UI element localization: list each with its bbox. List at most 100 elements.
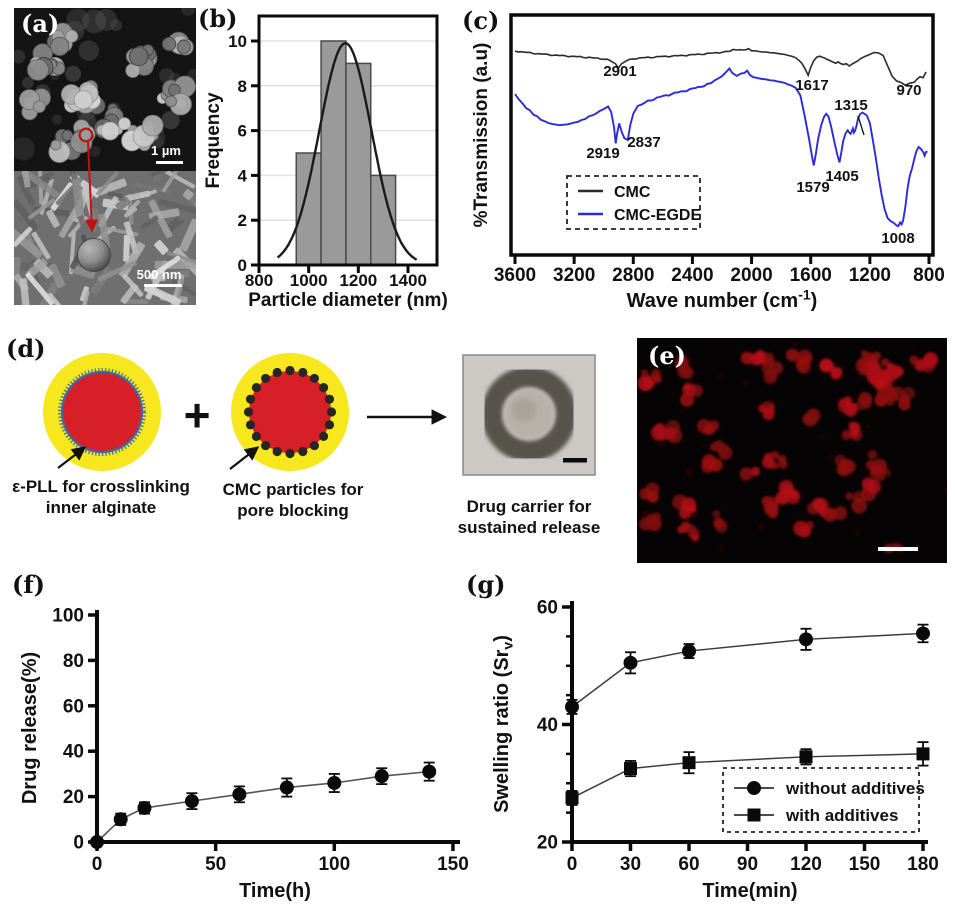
- svg-text:10: 10: [228, 32, 247, 51]
- svg-text:Particle diameter (nm): Particle diameter (nm): [248, 290, 448, 311]
- svg-text:Swelling ratio (Srv): Swelling ratio (Srv): [491, 635, 515, 813]
- highlight-circle: [78, 127, 94, 143]
- panel-d-schematic: (d) + ε-PLL for crosslinking inner algin…: [0, 330, 640, 570]
- svg-text:1600: 1600: [790, 265, 832, 286]
- legend: CMC CMC-EGDE: [566, 175, 701, 230]
- svg-text:60: 60: [63, 696, 84, 717]
- panel-a-label: (a): [21, 9, 60, 38]
- swelling-ratio-chart: 20 40 60 0 30 60 90 120 150 180 Time(min) Swelling …: [491, 598, 939, 903]
- annotation-epll-line1: ε-PLL for crosslinking: [12, 477, 190, 496]
- sem-image-bottom: [14, 171, 196, 305]
- svg-text:20: 20: [537, 833, 558, 854]
- annotation-cmc-line1: CMC particles for: [222, 480, 364, 499]
- svg-text:120: 120: [790, 854, 822, 875]
- svg-text:40: 40: [537, 715, 558, 736]
- svg-text:970: 970: [896, 82, 921, 99]
- fluorescence-particles: [637, 338, 947, 563]
- svg-text:0: 0: [567, 854, 578, 875]
- svg-text:20: 20: [63, 787, 84, 808]
- svg-text:50: 50: [205, 854, 226, 875]
- fluorescent-particles: [637, 341, 947, 554]
- axes: 3600 3200 2800 2400 2000 1600 1200 800 Wave numb…: [471, 13, 945, 312]
- svg-text:without additives: without additives: [785, 779, 925, 798]
- zoom-pointer-arrow: [85, 141, 99, 233]
- svg-text:2000: 2000: [730, 265, 772, 286]
- annotation-cmc: CMC particles for pore blocking: [193, 479, 393, 521]
- panel-b-label: (b): [198, 4, 238, 33]
- histogram-bars: [295, 40, 397, 266]
- svg-text:2400: 2400: [671, 265, 713, 286]
- svg-text:800: 800: [245, 271, 273, 290]
- svg-text:4: 4: [238, 166, 248, 185]
- svg-text:40: 40: [63, 742, 84, 763]
- panel-e-fluorescence-image: (e): [637, 338, 947, 563]
- annotation-epll-line2: inner alginate: [45, 498, 157, 517]
- svg-text:0: 0: [73, 833, 84, 854]
- drug-release-series: [90, 761, 437, 849]
- svg-text:%Transmission (a.u): %Transmission (a.u): [471, 43, 492, 228]
- svg-text:800: 800: [913, 265, 945, 286]
- legend: without additives with additives: [722, 767, 925, 833]
- svg-text:1315: 1315: [834, 97, 867, 114]
- plus-sign: +: [184, 389, 211, 441]
- svg-text:2901: 2901: [603, 63, 636, 80]
- svg-text:with additives: with additives: [785, 806, 898, 825]
- embedded-particle: [77, 238, 111, 272]
- schematic-drawing: +: [43, 353, 596, 476]
- caption-drug-carrier-line1: Drug carrier for: [466, 497, 592, 516]
- scale-bar-fluorescence: [878, 547, 918, 551]
- scale-bar-top-label: 1 µm: [151, 143, 181, 158]
- annotation-cmc-line2: pore blocking: [237, 501, 349, 520]
- svg-text:Time(h): Time(h): [239, 880, 311, 902]
- svg-text:Wave number (cm-1): Wave number (cm-1): [627, 286, 818, 312]
- capsule-epll: [43, 353, 161, 471]
- svg-text:2919: 2919: [586, 145, 619, 162]
- scale-bar-bottom-label: 500 nm: [136, 267, 182, 282]
- sem-image-top: [14, 8, 196, 171]
- svg-text:0: 0: [92, 854, 103, 875]
- swelling-series: [565, 623, 930, 806]
- axes: 20 40 60 0 30 60 90 120 150 180 Time(min) Swelling …: [491, 598, 939, 903]
- sem-annotation-arrow: [78, 127, 99, 233]
- ftir-spectra-chart: 3600 3200 2800 2400 2000 1600 1200 800 Wave numb…: [471, 13, 945, 312]
- svg-text:1617: 1617: [795, 77, 828, 94]
- svg-text:CMC-EGDE: CMC-EGDE: [614, 207, 701, 224]
- svg-text:1200: 1200: [339, 271, 377, 290]
- svg-text:1008: 1008: [881, 230, 914, 247]
- svg-text:Time(min): Time(min): [702, 880, 797, 902]
- scale-bar-top: [156, 161, 183, 164]
- svg-text:3600: 3600: [494, 265, 536, 286]
- svg-text:2837: 2837: [627, 134, 660, 151]
- annotation-epll: ε-PLL for crosslinking inner alginate: [2, 476, 200, 518]
- panel-a-sem-images: (a) 1 µm 500 nm: [14, 8, 196, 305]
- panel-g-label: (g): [466, 570, 506, 599]
- svg-text:80: 80: [63, 651, 84, 672]
- spectra-curves: [514, 47, 928, 228]
- caption-drug-carrier: Drug carrier for sustained release: [444, 496, 614, 538]
- capsule-cmc-particles: [231, 353, 349, 471]
- axes: 800 1000 1200 1400 0 2 4 6 8 10 Particle diameter …: [203, 14, 448, 311]
- svg-text:150: 150: [437, 854, 469, 875]
- svg-text:90: 90: [737, 854, 758, 875]
- arrows: [57, 409, 448, 470]
- panel-f-label: (f): [12, 570, 46, 599]
- svg-text:1000: 1000: [290, 271, 328, 290]
- svg-text:3200: 3200: [553, 265, 595, 286]
- svg-text:150: 150: [849, 854, 881, 875]
- gaussian-fit-curve: [276, 42, 418, 261]
- particle-size-histogram: 800 1000 1200 1400 0 2 4 6 8 10 Particle diameter …: [203, 14, 448, 311]
- svg-text:2: 2: [238, 211, 247, 230]
- spectrum-CMC-EGDE: [514, 66, 928, 228]
- svg-text:100: 100: [318, 854, 350, 875]
- drug-carrier-micrograph: [462, 354, 596, 476]
- panel-d-label: (d): [6, 334, 46, 363]
- svg-text:30: 30: [620, 854, 641, 875]
- svg-text:60: 60: [678, 854, 699, 875]
- drug-release-chart: 0 20 40 60 80 100 0 50 100 150 Time(h) Drug release…: [19, 606, 469, 903]
- micrograph-scale-bar: [563, 458, 587, 463]
- svg-text:1579: 1579: [796, 179, 829, 196]
- sem-particle-clusters: [18, 22, 196, 163]
- svg-text:8: 8: [238, 77, 247, 96]
